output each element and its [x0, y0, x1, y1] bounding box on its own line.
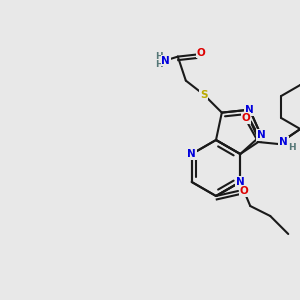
Text: O: O [196, 48, 205, 58]
Text: H: H [155, 52, 163, 61]
Text: N: N [161, 56, 170, 66]
Text: S: S [200, 90, 208, 100]
Text: N: N [257, 130, 266, 140]
Text: H: H [155, 60, 163, 69]
Text: N: N [279, 137, 288, 147]
Text: N: N [188, 149, 196, 159]
Text: O: O [242, 113, 250, 123]
Text: O: O [240, 186, 248, 196]
Text: N: N [236, 177, 244, 187]
Text: H: H [288, 142, 296, 152]
Text: N: N [245, 105, 254, 115]
